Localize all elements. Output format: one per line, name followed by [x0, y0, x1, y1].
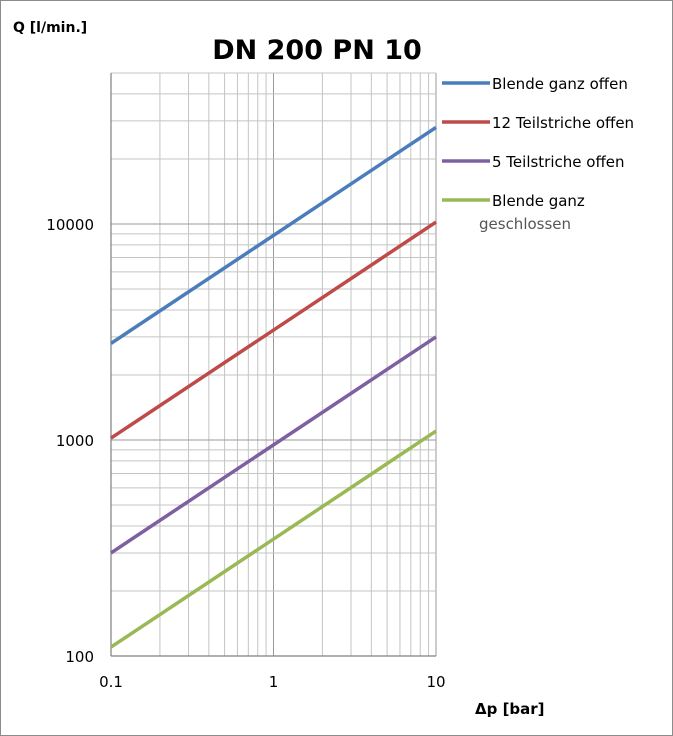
legend: Blende ganz offen 12 Teilstriche offen 5 T… — [442, 75, 634, 233]
legend-label: Blende ganz — [492, 192, 585, 210]
y-tick-label: 100 — [65, 648, 94, 666]
x-axis-label: Δp [bar] — [475, 700, 545, 718]
series-line — [110, 429, 437, 649]
legend-label: Blende ganz offen — [492, 75, 628, 93]
series-line — [110, 125, 437, 345]
y-tick-label: 10000 — [46, 216, 94, 234]
y-tick-label: 1000 — [56, 432, 94, 450]
x-tick-label: 0.1 — [99, 673, 123, 691]
chart-title: DN 200 PN 10 — [212, 35, 422, 66]
legend-label: geschlossen — [479, 215, 571, 233]
x-tick-label: 10 — [426, 673, 445, 691]
series-line — [110, 335, 437, 555]
x-tick-label: 1 — [269, 673, 279, 691]
series-line — [110, 220, 437, 440]
grid — [110, 72, 437, 657]
series-lines — [110, 125, 437, 649]
tick-labels: 0.1 1 10 100 1000 10000 — [46, 216, 445, 691]
legend-label: 5 Teilstriche offen — [492, 153, 625, 171]
legend-label: 12 Teilstriche offen — [492, 114, 634, 132]
y-axis-label: Q [l/min.] — [13, 20, 87, 36]
